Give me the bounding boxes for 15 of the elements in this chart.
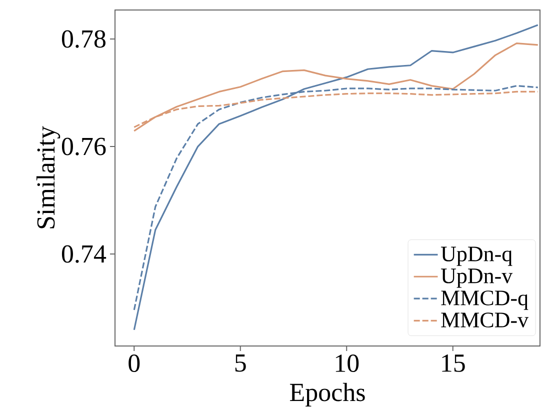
- legend-label: UpDn-q: [440, 246, 512, 266]
- line-series: [133, 24, 539, 331]
- y-axis-title: Similarity: [36, 126, 60, 228]
- y-tick-label: 0.74: [62, 245, 106, 263]
- y-tick-label: 0.78: [62, 30, 106, 48]
- y-tick-label: 0.76: [62, 138, 106, 156]
- legend-label: MMCD-q: [441, 290, 528, 310]
- x-tick-label: 10: [336, 354, 359, 372]
- x-tick-label: 5: [235, 354, 246, 372]
- line-series: [133, 42, 539, 132]
- x-tick-label: 0: [128, 354, 140, 372]
- x-tick-label: 15: [442, 354, 465, 372]
- legend-label: UpDn-v: [440, 268, 513, 288]
- legend-label: MMCD-v: [441, 312, 529, 328]
- x-axis-title: Epochs: [290, 382, 365, 407]
